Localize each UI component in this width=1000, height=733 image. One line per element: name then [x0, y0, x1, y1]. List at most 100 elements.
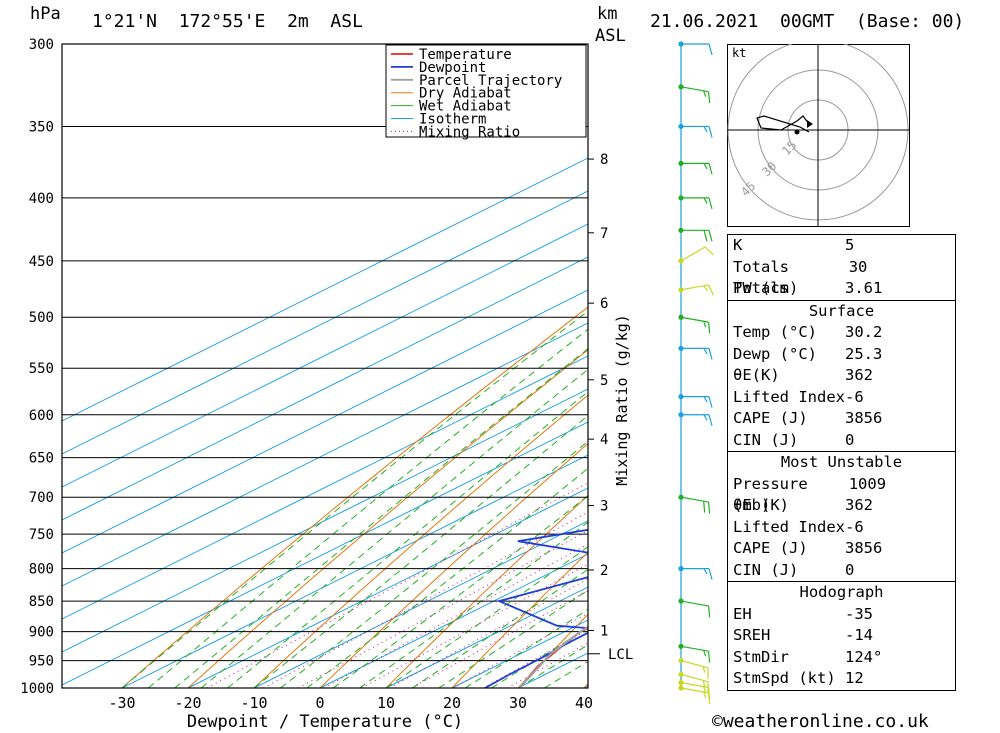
index-value: 5 — [845, 236, 855, 254]
wind-barb-flag — [703, 321, 707, 328]
wind-barb-flag — [708, 568, 713, 580]
dry-adiabat-line — [187, 349, 588, 688]
wind-barb — [678, 598, 711, 618]
storm-motion-dot — [794, 129, 800, 135]
height-tick-label: 8 — [600, 152, 608, 168]
index-value: -35 — [845, 604, 873, 623]
index-row: CAPE (J) 3856 — [728, 408, 955, 430]
wind-barb-flag — [703, 285, 709, 292]
wet-adiabat-line — [359, 521, 588, 688]
x-tick-label: 0 — [315, 694, 324, 712]
wind-barb — [678, 160, 713, 175]
wind-barb-flag — [708, 43, 713, 56]
wind-barb — [678, 394, 713, 408]
x-tick-label: -30 — [108, 694, 135, 712]
wind-barb-flag — [702, 666, 706, 673]
wind-barb — [678, 345, 713, 360]
lcl-label: LCL — [608, 647, 633, 663]
pressure-tick-label: 400 — [29, 191, 54, 207]
wind-barb — [678, 412, 713, 426]
dry-adiabat-line — [583, 682, 588, 688]
height-tick-label: 6 — [600, 296, 608, 312]
wind-barb-staff — [680, 645, 709, 652]
index-row: SREH -14 — [728, 625, 955, 647]
index-label: θE (K) — [733, 496, 789, 514]
most-unstable-title: Most Unstable — [780, 453, 903, 471]
wind-barb-flag — [703, 126, 708, 133]
surface-indices: Temp (°C) 30.2 Dewp (°C) 25.3 θE(K) 362 Lifted… — [728, 322, 955, 451]
storm-motion-arrow — [807, 120, 813, 128]
isotherm-line — [121, 454, 588, 688]
dewpoint-series — [484, 528, 588, 688]
wind-barb — [678, 123, 713, 138]
most-unstable-indices: Pressure (mb) 1009 θE (K) 362 Lifted Index -6… — [728, 474, 955, 582]
wet-adiabat-line — [332, 495, 588, 688]
legend-entry: Parcel Trajectory — [419, 73, 562, 89]
legend-entry: Isotherm — [419, 112, 486, 128]
index-row: Totals Totals 30 — [728, 257, 955, 298]
wind-barb — [678, 680, 711, 699]
wind-barb-flag — [703, 650, 707, 657]
wet-adiabat-line — [306, 467, 588, 688]
height-tick-label: 3 — [600, 499, 608, 515]
pressure-tick-label: 650 — [29, 451, 54, 467]
wind-barb — [678, 227, 713, 242]
wind-barb-flag — [703, 414, 708, 421]
wet-adiabat-line — [438, 589, 588, 688]
general-indices: K 5 Totals Totals 30 PW (cm) 3.61 — [728, 235, 955, 300]
index-value: 30 — [848, 257, 868, 276]
x-axis-label: Dewpoint / Temperature (°C) — [187, 712, 463, 732]
index-value: 12 — [845, 669, 864, 687]
wind-barb-staff — [680, 496, 709, 503]
x-tick-label: 10 — [377, 694, 395, 712]
index-label: Temp (°C) — [733, 323, 817, 341]
wet-adiabat-line — [280, 440, 588, 688]
mixing-ratio-line — [323, 543, 588, 688]
wind-barb-staff — [680, 86, 709, 93]
wind-barb-flag — [708, 197, 713, 210]
wind-barb — [678, 84, 711, 104]
index-label: SREH — [733, 626, 771, 644]
index-value: 3.61 — [845, 279, 883, 297]
pressure-tick-label: 950 — [29, 654, 54, 670]
index-row: θE (K) 362 — [728, 495, 955, 517]
pressure-tick-label: 300 — [29, 37, 54, 53]
wind-barb-flag — [708, 126, 713, 138]
pressure-tick-label: 900 — [29, 625, 54, 641]
hodograph-indices: EH -35 SREH -14 StmDir 124° StmSpd (kt) 12 — [728, 604, 955, 690]
hodograph: kt 15 30 45 — [727, 44, 910, 227]
index-label: Lifted Index — [733, 387, 845, 406]
index-row: CIN (J) 0 — [728, 430, 955, 452]
wind-barb-flag — [708, 284, 714, 296]
index-label: Lifted Index — [733, 517, 845, 536]
index-label: CIN (J) — [733, 430, 799, 449]
wind-barb-flag — [703, 197, 708, 204]
index-label: Pressure (mb) — [733, 474, 808, 515]
wind-barb-flag — [707, 91, 711, 104]
index-row: Temp (°C) 30.2 — [728, 322, 955, 344]
wind-barb — [678, 685, 711, 705]
wind-barb-staff — [680, 600, 709, 607]
credit-label: ©weatheronline.co.uk — [712, 711, 929, 732]
wind-barb-staff — [680, 659, 709, 669]
hodo-unit: kt — [732, 46, 746, 60]
wind-barb — [678, 643, 711, 663]
isotherm-line — [62, 355, 588, 620]
wind-barb — [678, 566, 713, 580]
wind-barb-flag — [703, 348, 708, 355]
mixing-ratio-axis-label: Mixing Ratio (g/kg) — [613, 314, 631, 486]
index-label: Totals Totals — [733, 257, 789, 298]
wind-barb-flag — [702, 680, 706, 687]
pressure-tick-label: 350 — [29, 119, 54, 135]
legend-entry: Dewpoint — [419, 60, 486, 76]
index-label: StmDir — [733, 647, 789, 666]
index-label: PW (cm) — [733, 279, 799, 297]
pressure-tick-label: 700 — [29, 490, 54, 506]
plot-frame — [61, 43, 589, 689]
index-row: Lifted Index -6 — [728, 387, 955, 409]
index-value: 0 — [845, 430, 855, 449]
x-tick-label: 30 — [509, 694, 527, 712]
pressure-unit-label: hPa — [30, 4, 61, 24]
